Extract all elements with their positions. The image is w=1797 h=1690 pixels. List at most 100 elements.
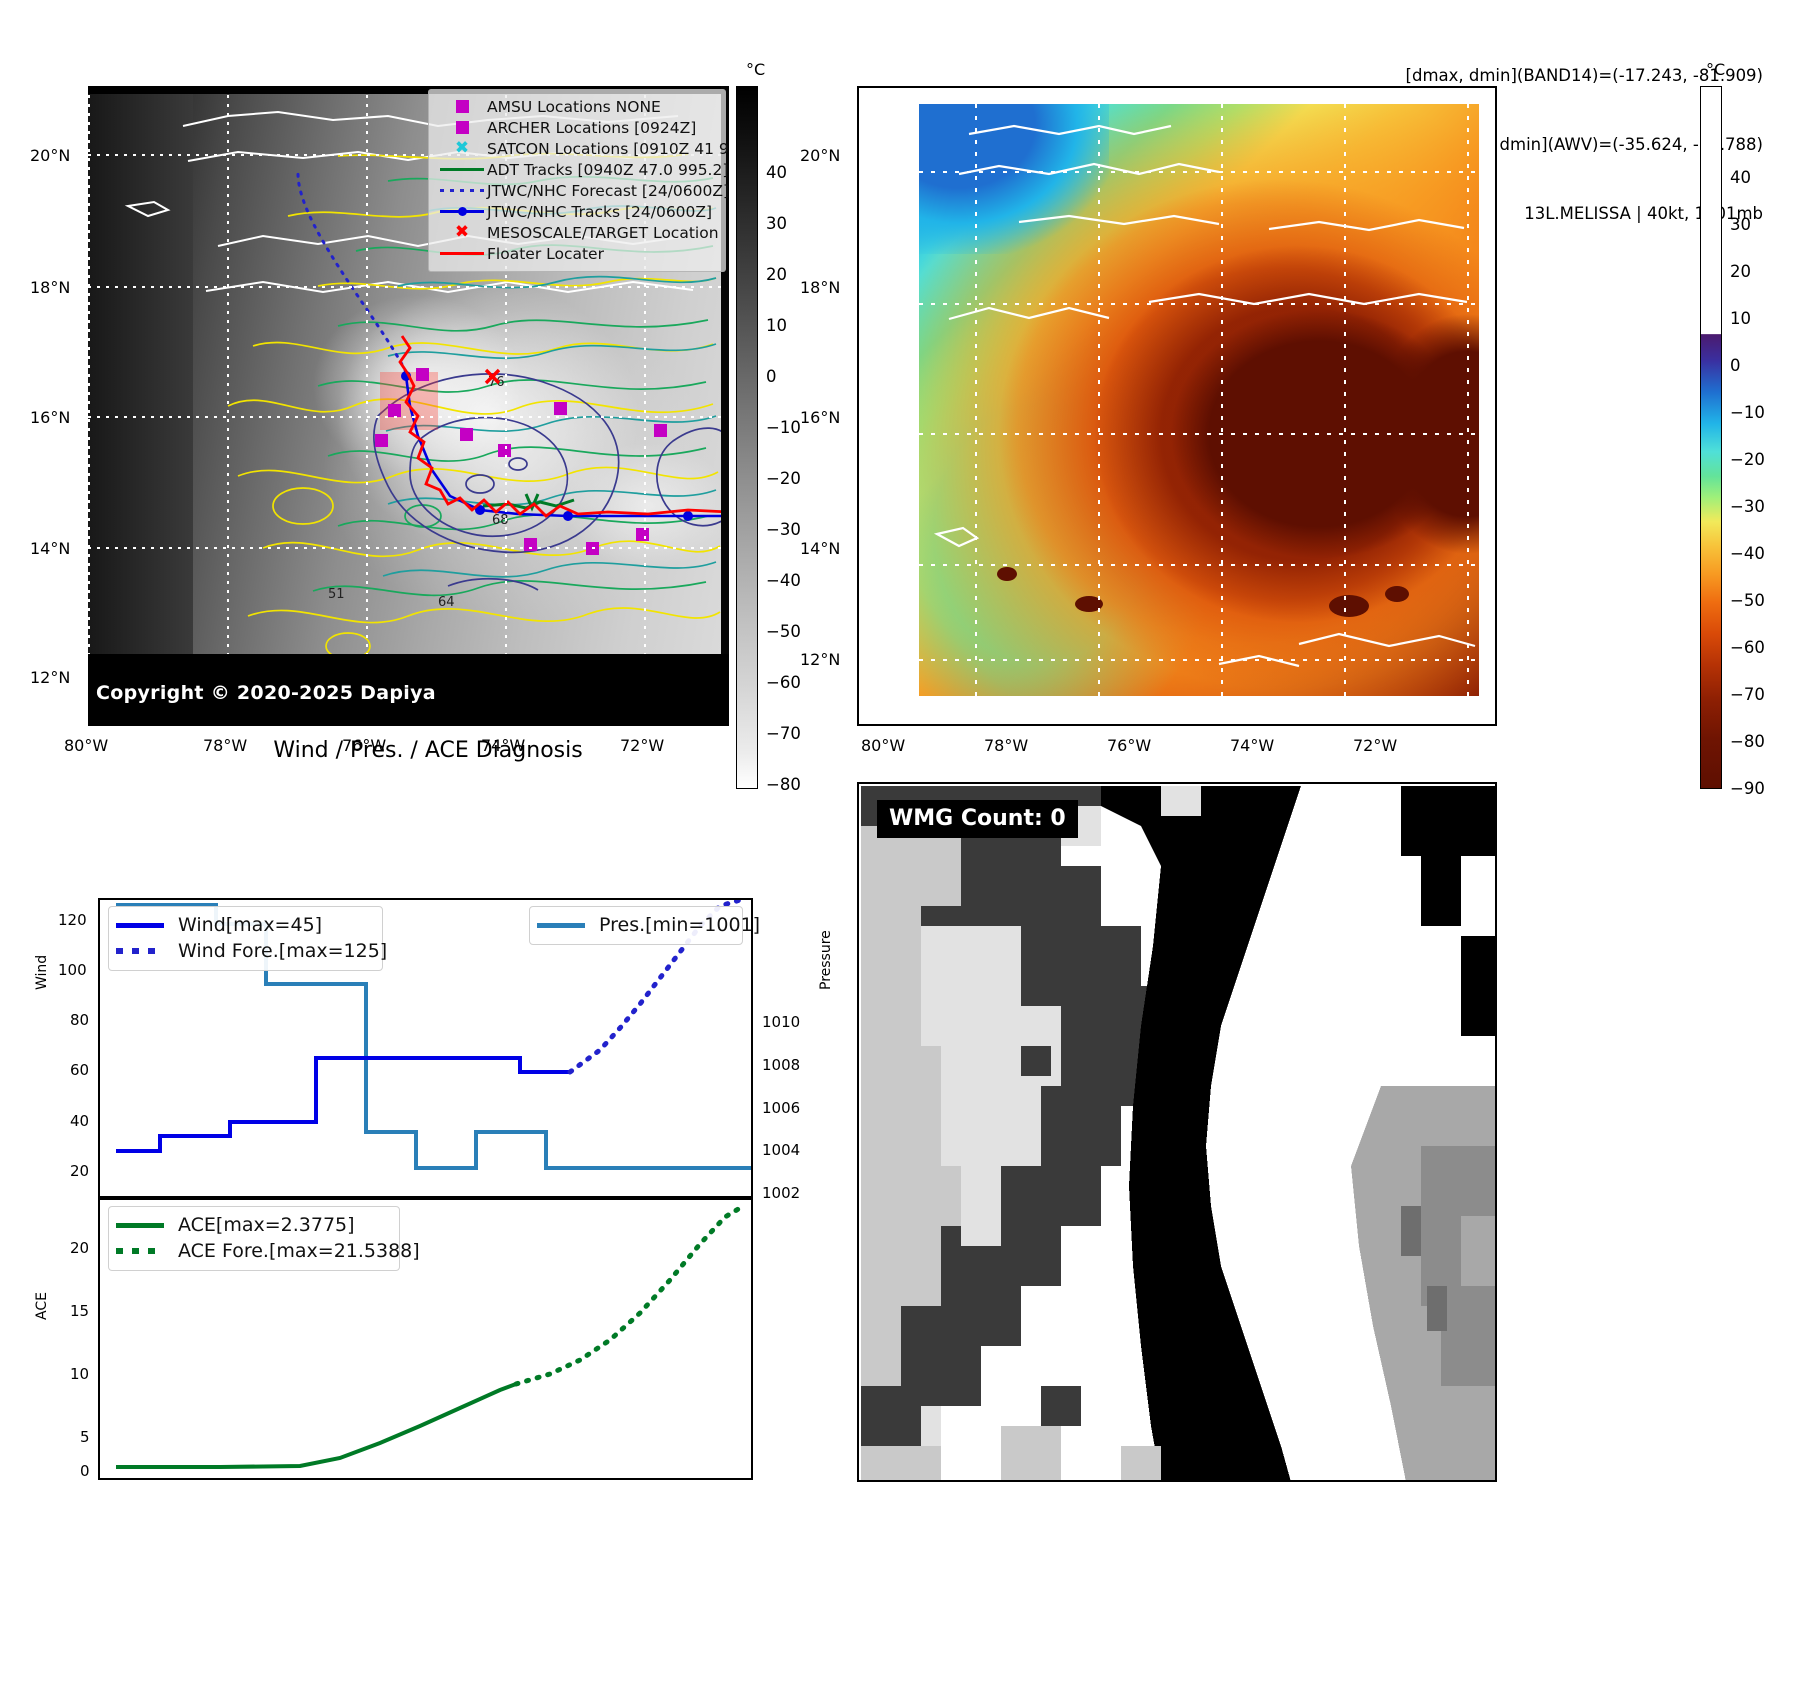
pressure-y-axis-label: Pressure — [818, 930, 834, 990]
legend-label: MESOSCALE/TARGET Location — [487, 223, 719, 242]
svg-text:64: 64 — [438, 595, 455, 610]
legend-item-adt-tracks[interactable]: ADT Tracks [0940Z 47.0 995.2] — [437, 159, 728, 180]
colorbar-tick: −30 — [766, 520, 801, 539]
awv-lat-tick: 12°N — [800, 650, 841, 669]
awv-lon-tick: 72°W — [1353, 736, 1398, 755]
wmg-count-badge: WMG Count: 0 — [877, 800, 1078, 838]
pressure-legend[interactable]: Pres.[min=1001] — [529, 906, 760, 945]
line-with-marker-icon — [437, 201, 487, 222]
colorbar-tick: 40 — [766, 163, 787, 182]
x-marker-icon: ✖ — [454, 138, 470, 158]
legend-item-jtwc-forecast[interactable]: JTWC/NHC Forecast [24/0600Z] — [437, 180, 729, 201]
wind-pressure-axes[interactable]: Wind[max=45] Wind Fore.[max=125] Pres.[m… — [98, 898, 760, 1198]
ir-lon-tick: 74°W — [481, 736, 526, 755]
legend-label: ACE[max=2.3775] — [178, 1214, 355, 1236]
legend-item-jtwc-tracks[interactable]: JTWC/NHC Tracks [24/0600Z] — [437, 201, 717, 222]
ace-axes[interactable]: ACE[max=2.3775] ACE Fore.[max=21.5388] — [98, 1198, 753, 1480]
awv-colorbar: °C 40 30 20 10 0 −10 −20 −30 −40 −50 −60… — [1700, 60, 1797, 798]
legend-label: JTWC/NHC Tracks [24/0600Z] — [487, 202, 713, 221]
colorbar-tick: −90 — [1730, 779, 1765, 798]
colorbar-tick: 30 — [766, 214, 787, 233]
awv-lon-tick: 80°W — [861, 736, 906, 755]
ir-satellite-panel[interactable]: 76 68 64 51 — [88, 86, 729, 726]
pressure-y-tick: 1008 — [762, 1056, 801, 1074]
wind-y-tick: 120 — [58, 911, 87, 929]
legend-item-ace-forecast[interactable]: ACE Fore.[max=21.5388] — [116, 1238, 420, 1264]
legend-item-mesoscale-target[interactable]: ✖ MESOSCALE/TARGET Location — [437, 222, 719, 243]
legend-label: Wind[max=45] — [178, 914, 323, 936]
colorbar-tick: −80 — [766, 775, 801, 794]
ir-lat-tick: 18°N — [30, 278, 71, 297]
legend-label: Wind Fore.[max=125] — [178, 940, 388, 962]
ace-y-tick: 0 — [80, 1462, 90, 1480]
legend-item-wind-forecast[interactable]: Wind Fore.[max=125] — [116, 938, 387, 964]
solid-line-icon — [537, 922, 599, 928]
colorbar-tick: 30 — [1730, 215, 1751, 234]
colorbar-gradient — [1700, 86, 1722, 789]
x-marker-icon: ✖ — [454, 222, 470, 242]
wind-y-tick: 100 — [58, 961, 87, 979]
legend-item-floater-locater[interactable]: Floater Locater — [437, 243, 717, 264]
ir-lon-tick: 76°W — [342, 736, 387, 755]
legend-item-ace[interactable]: ACE[max=2.3775] — [116, 1212, 390, 1238]
ace-y-tick: 10 — [70, 1365, 90, 1383]
colorbar-tick: −20 — [766, 469, 801, 488]
wmg-panel[interactable]: WMG Count: 0 — [857, 782, 1497, 1482]
wind-y-axis-label: Wind — [34, 954, 50, 990]
colorbar-tick: 40 — [1730, 168, 1751, 187]
awv-lat-tick: 20°N — [800, 146, 841, 165]
colorbar-tick: −70 — [766, 724, 801, 743]
wind-y-tick: 20 — [70, 1162, 90, 1180]
awv-lon-tick: 76°W — [1107, 736, 1152, 755]
dmax-dmin-band14: [dmax, dmin](BAND14)=(-17.243, -81.909) — [1405, 66, 1763, 85]
colorbar-tick: −60 — [766, 673, 801, 692]
legend-item-satcon[interactable]: ✖ SATCON Locations [0910Z 41 998] — [437, 138, 729, 159]
colorbar-tick: 0 — [766, 367, 777, 386]
legend-item-pressure[interactable]: Pres.[min=1001] — [537, 912, 760, 938]
awv-image — [919, 104, 1479, 696]
ir-lon-tick: 78°W — [203, 736, 248, 755]
legend-label: Floater Locater — [487, 244, 604, 263]
ace-legend[interactable]: ACE[max=2.3775] ACE Fore.[max=21.5388] — [108, 1206, 420, 1271]
legend-label: ACE Fore.[max=21.5388] — [178, 1240, 420, 1262]
awv-lon-tick: 78°W — [984, 736, 1029, 755]
colorbar-tick: −70 — [1730, 685, 1765, 704]
svg-text:68: 68 — [492, 513, 509, 528]
colorbar-tick: −10 — [766, 418, 801, 437]
legend-label: ARCHER Locations [0924Z] — [487, 118, 697, 137]
solid-line-icon — [116, 922, 178, 928]
colorbar-tick: 20 — [1730, 262, 1751, 281]
colorbar-tick: −40 — [766, 571, 801, 590]
colorbar-unit-label: °C — [1706, 60, 1726, 79]
colorbar-tick: −30 — [1730, 497, 1765, 516]
svg-text:51: 51 — [328, 587, 345, 602]
legend-item-wind[interactable]: Wind[max=45] — [116, 912, 373, 938]
ace-y-tick: 20 — [70, 1239, 90, 1257]
awv-lat-tick: 14°N — [800, 539, 841, 558]
ace-y-tick: 15 — [70, 1302, 90, 1320]
solid-line-icon — [116, 1222, 178, 1228]
ir-colorbar: °C 40 30 20 10 0 −10 −20 −30 −40 −50 −60… — [736, 60, 846, 794]
wind-y-tick: 40 — [70, 1112, 90, 1130]
square-marker-icon — [437, 96, 487, 117]
awv-satellite-panel[interactable] — [857, 86, 1497, 726]
colorbar-tick: 20 — [766, 265, 787, 284]
wind-legend[interactable]: Wind[max=45] Wind Fore.[max=125] — [108, 906, 387, 971]
wind-y-tick: 60 — [70, 1061, 90, 1079]
legend-item-amsu[interactable]: AMSU Locations NONE — [437, 96, 717, 117]
copyright-text: Copyright © 2020-2025 Dapiya — [96, 682, 436, 704]
dotted-line-icon — [437, 180, 487, 201]
colorbar-unit-label: °C — [746, 60, 766, 79]
legend-item-archer[interactable]: ARCHER Locations [0924Z] — [437, 117, 717, 138]
colorbar-gradient — [736, 86, 758, 789]
ir-image: 76 68 64 51 — [88, 86, 729, 726]
ace-y-tick: 5 — [80, 1428, 90, 1446]
legend-label: Pres.[min=1001] — [599, 914, 761, 936]
ir-legend[interactable]: AMSU Locations NONE ARCHER Locations [09… — [428, 89, 729, 272]
solid-line-icon — [437, 159, 487, 180]
wind-panel-title: Wind / Pres. / ACE Diagnosis — [273, 738, 583, 763]
awv-lat-tick: 18°N — [800, 278, 841, 297]
ir-lat-tick: 20°N — [30, 146, 71, 165]
colorbar-tick: −20 — [1730, 450, 1765, 469]
